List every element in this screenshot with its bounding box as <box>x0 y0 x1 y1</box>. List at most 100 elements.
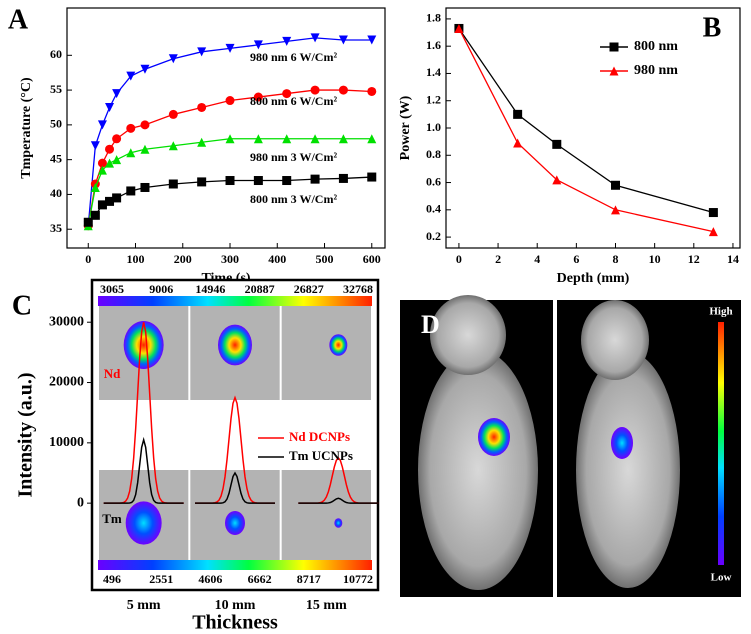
colorbar-tick-label: 9006 <box>149 282 173 296</box>
marker <box>126 186 136 196</box>
marker <box>197 137 207 147</box>
x-tick-label: 5 mm <box>127 598 161 613</box>
signal <box>225 511 245 535</box>
colorbar-tick-label: 4606 <box>198 572 222 586</box>
colorbar-tick-label: 32768 <box>343 282 373 296</box>
y-tick-label: 60 <box>50 47 62 61</box>
signal <box>125 501 162 545</box>
marker <box>367 86 377 96</box>
marker <box>367 35 377 45</box>
x-tick-label: 300 <box>221 252 239 266</box>
marker <box>197 177 207 187</box>
x-tick-label: 400 <box>268 252 286 266</box>
series-annotation: 980 nm 3 W/Cm² <box>250 150 337 164</box>
y-tick-label: 50 <box>50 117 62 131</box>
x-tick-label: 100 <box>127 252 145 266</box>
y-tick-label: 1.8 <box>426 11 441 25</box>
y-tick-label: 10000 <box>49 435 84 450</box>
x-tick-label: 10 <box>649 252 661 266</box>
signal <box>329 334 348 356</box>
series-annotation: 980 nm 6 W/Cm² <box>250 50 337 64</box>
x-tick-label: 8 <box>613 252 619 266</box>
colorbar <box>98 560 372 570</box>
image-tag: Nd <box>104 366 121 381</box>
y-tick-label: 0 <box>77 495 84 510</box>
marker <box>552 139 562 149</box>
marker <box>611 205 621 215</box>
image-tag: Tm <box>102 511 122 526</box>
marker <box>367 172 377 182</box>
spectrum-peak <box>195 471 275 504</box>
y-tick-label: 35 <box>50 221 62 235</box>
marker <box>454 23 464 33</box>
marker <box>126 148 136 158</box>
colorbar-tick-label: 26827 <box>294 282 324 296</box>
x-tick-label: 600 <box>363 252 381 266</box>
marker <box>90 210 100 220</box>
marker <box>513 109 523 119</box>
mouse <box>576 352 680 588</box>
y-axis-title: Intensity (a.u.) <box>15 372 37 497</box>
marker <box>310 174 320 184</box>
mouse-head <box>581 300 649 380</box>
series-annotation: 800 nm 3 W/Cm² <box>250 192 337 206</box>
panel-label: D <box>421 310 440 339</box>
colorbar-tick-label: 10772 <box>343 572 373 586</box>
x-tick-label: 12 <box>688 252 700 266</box>
marker <box>126 71 136 81</box>
marker <box>253 176 263 186</box>
colorbar-tick-label: 3065 <box>100 282 124 296</box>
spectrum-peak <box>103 436 184 504</box>
marker <box>140 182 150 192</box>
marker <box>197 102 207 112</box>
x-tick-label: 15 mm <box>306 598 347 613</box>
x-tick-label: 4 <box>534 252 540 266</box>
marker <box>140 144 150 154</box>
marker <box>105 144 115 154</box>
x-tick-label: 2 <box>495 252 501 266</box>
y-tick-label: 20000 <box>49 375 84 390</box>
colorbar-tick-label: 14946 <box>195 282 225 296</box>
mouse-head <box>430 295 506 375</box>
marker <box>197 47 207 57</box>
y-axis-title: Tmperature (°C) <box>19 77 34 179</box>
panel-label: A <box>8 4 29 35</box>
marker <box>310 33 320 43</box>
y-tick-label: 30000 <box>49 314 84 329</box>
marker <box>338 85 348 95</box>
legend-label: Nd DCNPs <box>289 429 350 444</box>
marker <box>112 193 122 203</box>
colorbar-tick-label: 8717 <box>297 572 321 586</box>
marker <box>367 134 377 144</box>
colorbar-label: High <box>709 306 732 318</box>
colorbar-tick-label: 6662 <box>248 572 272 586</box>
y-axis-title: Power (W) <box>398 95 413 160</box>
legend-marker <box>609 66 619 76</box>
marker <box>97 165 107 175</box>
series-line <box>458 28 714 214</box>
marker <box>112 134 122 144</box>
marker <box>97 158 107 168</box>
y-tick-label: 40 <box>50 186 62 200</box>
marker <box>140 64 150 74</box>
legend-label: 800 nm <box>634 39 678 54</box>
marker <box>282 176 292 186</box>
marker <box>112 155 122 165</box>
x-axis-title: Thickness <box>192 612 278 634</box>
marker <box>513 138 523 148</box>
marker <box>282 134 292 144</box>
y-tick-label: 1.0 <box>426 120 441 134</box>
panel-label: B <box>703 12 722 43</box>
x-axis-title: Depth (mm) <box>557 271 630 286</box>
marker <box>310 85 320 95</box>
marker <box>168 54 178 64</box>
marker <box>708 208 718 218</box>
panel-d: D High Low <box>400 295 741 597</box>
marker <box>253 134 263 144</box>
marker <box>253 92 263 102</box>
series-line <box>458 28 714 233</box>
marker <box>105 196 115 206</box>
legend-marker <box>609 42 619 52</box>
marker <box>168 109 178 119</box>
